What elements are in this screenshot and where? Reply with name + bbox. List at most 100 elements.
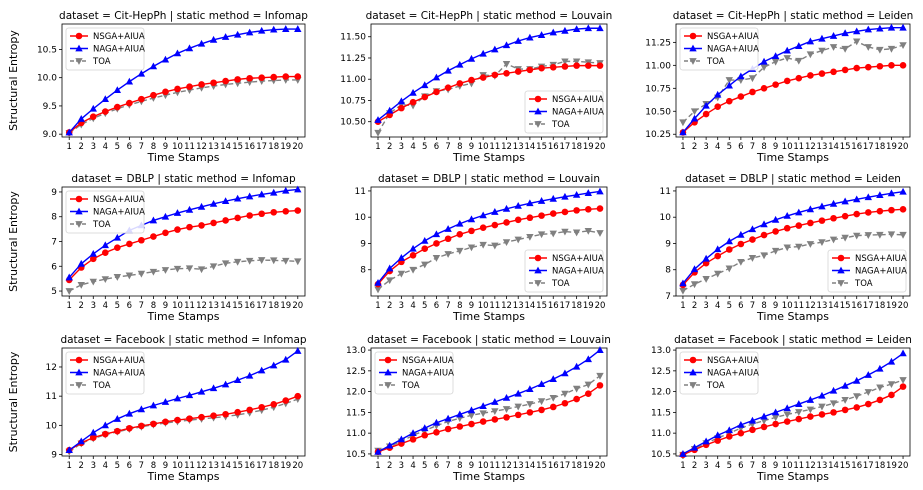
data-point [795,409,803,416]
y-tick-label: 13.0 [346,346,366,356]
data-point [864,44,872,51]
x-tick-label: 18 [268,461,279,471]
y-tick-label: 11.50 [340,33,366,43]
chart-title: dataset = DBLP | static method = Louvain [378,173,600,185]
data-point [185,265,194,273]
data-point [102,249,109,256]
data-point [760,231,768,239]
x-tick-label: 6 [434,142,439,152]
data-point [491,242,499,250]
x-tick-label: 2 [692,301,697,311]
data-point [584,381,593,389]
y-axis-label: Structural Entropy [7,191,20,292]
data-point [818,202,826,210]
data-point [421,236,429,244]
legend: NSGA+AIUA NAGA+AIUA TOA [65,351,145,395]
x-tick-label: 4 [410,301,415,311]
data-point [479,410,487,418]
data-point [479,418,487,425]
data-point [186,415,193,422]
x-tick-label: 19 [280,301,291,311]
y-tick-label: 9.5 [43,102,57,112]
y-tick-label: 13.0 [651,346,671,356]
series-toa [65,77,302,137]
data-point [385,264,394,272]
data-point [725,265,733,273]
data-point [385,277,394,285]
data-point [829,199,838,207]
x-tick-label: 17 [863,142,874,152]
data-point [258,210,265,218]
y-tick-label: 10.5 [37,45,57,55]
data-point [714,270,722,278]
data-point [294,185,302,193]
y-tick-label: 11.5 [651,408,671,418]
legend-marker [534,107,542,115]
data-point [514,202,522,209]
legend-marker [384,356,392,364]
x-tick-label: 13 [208,301,219,311]
legend-marker [75,58,83,65]
x-tick-label: 11 [793,301,804,311]
x-tick-label: 4 [715,301,720,311]
data-point [210,79,217,87]
x-tick-label: 4 [103,301,108,311]
x-tick-label: 16 [851,142,862,152]
y-tick-label: 8 [665,266,671,276]
x-tick-label: 15 [840,461,851,471]
data-point [89,104,97,112]
x-tick-label: 17 [256,142,267,152]
data-point [549,394,557,402]
data-point [113,86,122,94]
x-tick-label: 19 [886,142,897,152]
data-point [233,194,242,202]
chart-panel-9: dataset = Facebook | static method = Lei… [651,334,912,483]
series-toa [65,396,302,456]
x-tick-label: 11 [184,301,195,311]
x-tick-label: 1 [680,142,685,152]
chart-panel-7: dataset = Facebook | static method = Inf… [7,334,307,483]
data-point [561,390,569,398]
legend-marker [837,266,845,274]
chart-title: dataset = Facebook | static method = Lou… [367,334,611,346]
data-point [830,409,837,416]
data-point [161,267,170,274]
data-point [233,80,242,88]
data-point [702,276,710,283]
data-point [126,99,133,107]
x-tick-label: 11 [489,301,500,311]
data-point [409,98,417,106]
data-point [876,191,884,199]
data-point [101,421,110,429]
data-point [830,68,837,76]
data-point [491,71,499,79]
x-axis-label: Time Stamps [452,151,525,164]
data-point [502,239,511,247]
data-point [887,381,896,389]
data-point [887,357,896,365]
data-point [397,254,406,261]
data-point [725,246,733,253]
data-point [771,58,780,66]
data-point [584,24,593,32]
data-point [748,225,757,233]
data-point [807,219,814,227]
legend-label: TOA [92,381,111,391]
x-axis-label: Time Stamps [147,310,220,323]
series-line [68,75,298,134]
legend: NSGA+AIUA NAGA+AIUA TOA [679,27,759,71]
x-tick-label: 7 [139,142,144,152]
data-point [150,420,157,428]
x-tick-label: 5 [115,142,120,152]
data-point [864,63,872,71]
data-point [89,113,97,120]
data-point [887,23,896,31]
data-point [526,409,534,416]
legend: NSGA+AIUA NAGA+AIUA TOA [374,351,454,395]
x-tick-label: 18 [874,301,885,311]
data-point [149,62,158,70]
chart-panel-6: dataset = DBLP | static method = Leiden 1… [660,173,911,323]
data-point [887,231,896,239]
data-point [864,232,872,239]
legend-label: NAGA+AIUA [93,208,145,218]
